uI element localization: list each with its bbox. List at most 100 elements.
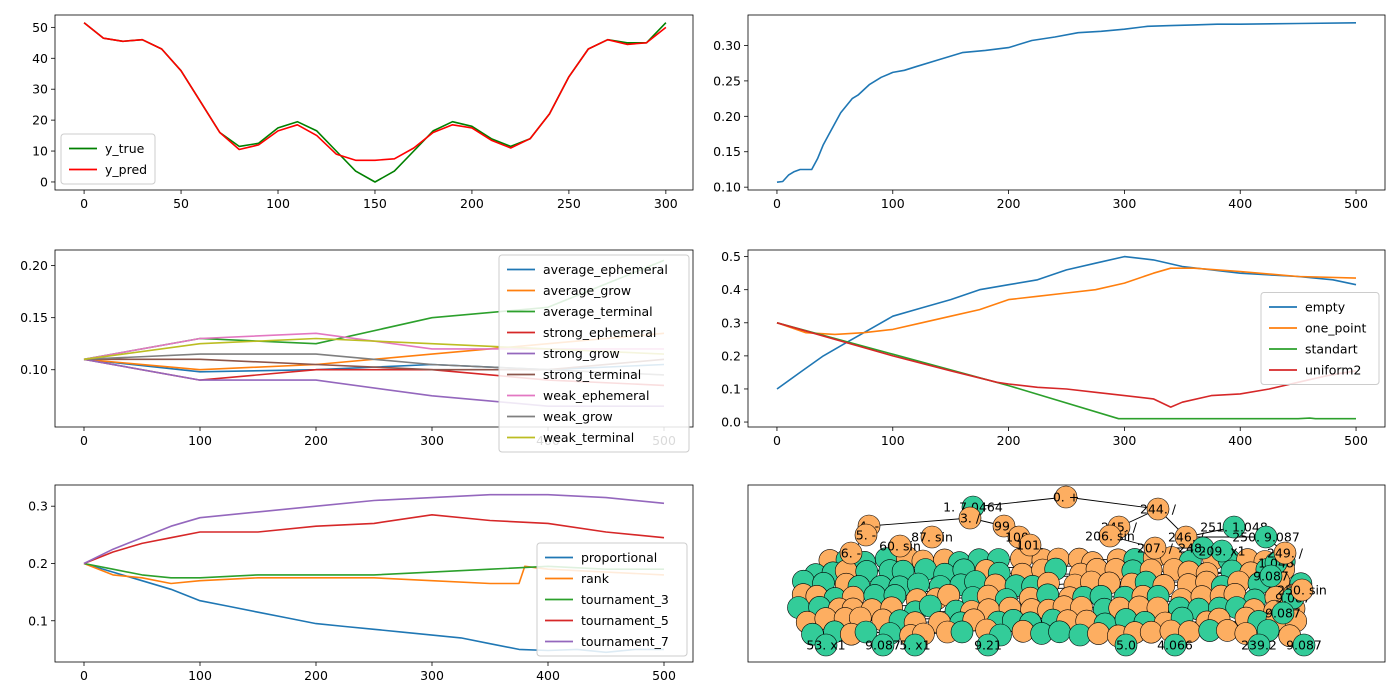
legend-box — [536, 542, 688, 657]
y-tick-label: 20 — [32, 113, 48, 128]
x-tick-label: 100 — [188, 433, 212, 448]
tree-node — [1292, 633, 1316, 657]
legend-box — [498, 254, 690, 453]
y-tick-label: 0.2 — [28, 556, 48, 571]
legend-label-strong_terminal: strong_terminal — [543, 367, 641, 382]
tree-edge — [972, 496, 1067, 508]
y-tick-label: 0.25 — [713, 73, 741, 88]
tree-node — [1273, 541, 1297, 565]
chart-1: 0 100 200 300 400 500 0.10 0.15 0.20 0.25 0.30 — [713, 14, 1386, 211]
y-tick-label: 0.5 — [721, 249, 741, 264]
axes-frame — [747, 249, 1386, 428]
legend-label-uniform2: uniform2 — [1305, 363, 1361, 378]
legend-box — [60, 133, 156, 185]
tree-node-label: 5. x1 — [899, 638, 930, 653]
tree-node — [1143, 536, 1167, 560]
tree-node-label: 5. - — [856, 528, 876, 543]
tree-node — [1098, 524, 1122, 548]
tree-node — [1048, 620, 1071, 644]
chart-2: 01002003004005000.100.150.20average_ephe… — [20, 249, 694, 453]
legend-label-y_true: y_true — [105, 141, 145, 156]
legend-label-y_pred: y_pred — [105, 162, 147, 177]
tree-node — [1054, 485, 1078, 509]
legend-label-standart: standart — [1305, 342, 1358, 357]
axes-frame — [54, 249, 694, 428]
series-line-standart — [776, 322, 1356, 420]
y-tick-label: 0.15 — [20, 310, 48, 325]
tree-node — [920, 525, 944, 549]
tree-node — [950, 620, 974, 644]
legend: average_ephemeral average_grow average_ter… — [498, 254, 690, 453]
tree-node — [814, 633, 838, 657]
x-tick-label: 400 — [1228, 433, 1252, 448]
legend-label-one_point: one_point — [1305, 321, 1366, 336]
legend-box — [1260, 292, 1380, 385]
y-tick-label: 0.30 — [713, 38, 741, 53]
tree-node-label: 251. 1.048 — [1200, 520, 1268, 535]
tree-node-label: 87. sin — [911, 530, 953, 545]
tree-node-label: 250. 9.087 — [1232, 530, 1300, 545]
x-tick-label: 500 — [652, 668, 676, 683]
tree-node — [871, 633, 895, 657]
x-tick-label: 200 — [997, 433, 1021, 448]
tree-node — [1254, 525, 1278, 549]
x-tick-label: 150 — [363, 196, 387, 211]
legend-label-tournament_3: tournament_3 — [581, 592, 669, 607]
tree-node — [854, 620, 878, 644]
legend-label-strong_ephemeral: strong_ephemeral — [543, 325, 656, 340]
series-line-y_pred — [83, 22, 667, 162]
x-tick-label: 300 — [1112, 433, 1136, 448]
legend: y_true y_pred — [60, 133, 156, 185]
series-line-one_point — [776, 267, 1357, 336]
axes-frame — [747, 14, 1386, 191]
legend-label-empty: empty — [1305, 300, 1346, 315]
tree-node — [888, 534, 912, 558]
legend-label-weak_ephemeral: weak_ephemeral — [543, 388, 649, 403]
x-tick-label: 0 — [80, 196, 88, 211]
y-tick-label: 0.3 — [721, 315, 741, 330]
tree-node-label: 5.0 — [1116, 638, 1136, 653]
tree-node-label: 250. sin — [1277, 583, 1327, 598]
y-tick-label: 0.20 — [20, 258, 48, 273]
tree-node — [1114, 633, 1138, 657]
tree-node-label: 53. x1 — [806, 638, 845, 653]
legend-label-weak_grow: weak_grow — [543, 409, 613, 424]
y-tick-label: 0.1 — [721, 381, 741, 396]
tree-node-label: 6. - — [841, 546, 861, 561]
tree-node-label: 206. sin — [1085, 529, 1135, 544]
tree-node — [1222, 515, 1246, 539]
tree-node — [1271, 601, 1295, 625]
x-tick-label: 300 — [654, 196, 678, 211]
legend-label-rank: rank — [581, 571, 610, 586]
y-tick-label: 0.1 — [28, 613, 48, 628]
tree-node-label: 60. sin — [879, 539, 921, 554]
tree-node-label: 249. / — [1267, 546, 1304, 561]
tree-node-label: 9.087 — [1253, 569, 1289, 584]
tree-node — [1259, 564, 1283, 588]
x-tick-label: 300 — [420, 668, 444, 683]
tree-node — [1290, 578, 1314, 602]
x-tick-label: 300 — [420, 433, 444, 448]
tree-node-label: 1. 7.0464 — [943, 500, 1003, 515]
tree-node-label: 244. / — [1140, 502, 1177, 517]
tree-node — [903, 633, 927, 657]
tree-node-label: 3. / — [960, 511, 981, 526]
legend: empty one_point standart uniform2 — [1260, 292, 1380, 385]
x-tick-label: 500 — [1344, 196, 1368, 211]
tree-node-label: 4.066 — [1157, 638, 1193, 653]
legend-label-tournament_7: tournament_7 — [581, 634, 669, 649]
x-tick-label: 50 — [173, 196, 189, 211]
x-tick-label: 200 — [304, 668, 328, 683]
y-tick-label: 0.3 — [28, 499, 48, 514]
tree-node-label: 9.087 — [865, 638, 901, 653]
legend-label-average_terminal: average_terminal — [543, 304, 653, 319]
x-tick-label: 100 — [881, 433, 905, 448]
x-tick-label: 100 — [881, 196, 905, 211]
tree-node-label: 209. x1 — [1198, 544, 1245, 559]
series-line-tournament_7 — [83, 493, 665, 565]
tree-node — [1174, 525, 1198, 549]
tree-node — [1018, 533, 1042, 557]
tree-node — [839, 541, 863, 565]
